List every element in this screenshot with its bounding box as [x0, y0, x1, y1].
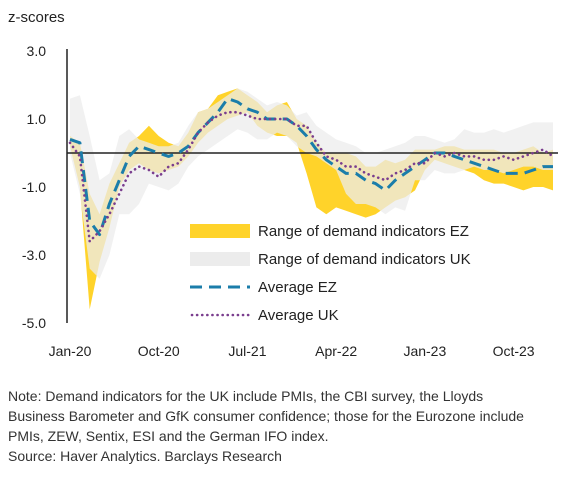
y-tick-label: -3.0	[22, 247, 46, 263]
legend-label-average-uk: Average UK	[258, 307, 339, 324]
x-tick-label: Jul-21	[228, 343, 266, 359]
legend-label-average-ez: Average EZ	[258, 279, 337, 296]
x-tick-label: Jan-23	[403, 343, 446, 359]
y-tick-label: -1.0	[22, 179, 46, 195]
y-axis-label: z-scores	[8, 9, 65, 26]
x-tick-label: Jan-20	[49, 343, 92, 359]
legend-swatch-range-ez	[190, 224, 250, 238]
series-range-uk	[70, 88, 553, 279]
series-line-average-ez	[69, 97, 553, 237]
legend: Range of demand indicators EZ Range of de…	[190, 223, 471, 324]
x-tick-label: Oct-23	[493, 343, 535, 359]
y-tick-label: -5.0	[22, 315, 46, 331]
footer-line-2: Business Barometer and GfK consumer conf…	[8, 408, 524, 424]
footer-source: Source: Haver Analytics. Barclays Resear…	[8, 448, 282, 464]
legend-swatch-range-uk	[190, 252, 250, 266]
y-tick-label: 1.0	[27, 111, 47, 127]
footer-note: Note: Demand indicators for the UK inclu…	[8, 386, 568, 466]
x-tick-label: Apr-22	[315, 343, 357, 359]
legend-label-range-uk: Range of demand indicators UK	[258, 251, 471, 268]
x-tick-label: Oct-20	[138, 343, 180, 359]
footer-line-1: Note: Demand indicators for the UK inclu…	[8, 388, 484, 404]
y-tick-label: 3.0	[27, 43, 47, 59]
legend-label-range-ez: Range of demand indicators EZ	[258, 223, 469, 240]
footer-line-3: PMIs, ZEW, Sentix, ESI and the German IF…	[8, 428, 329, 444]
